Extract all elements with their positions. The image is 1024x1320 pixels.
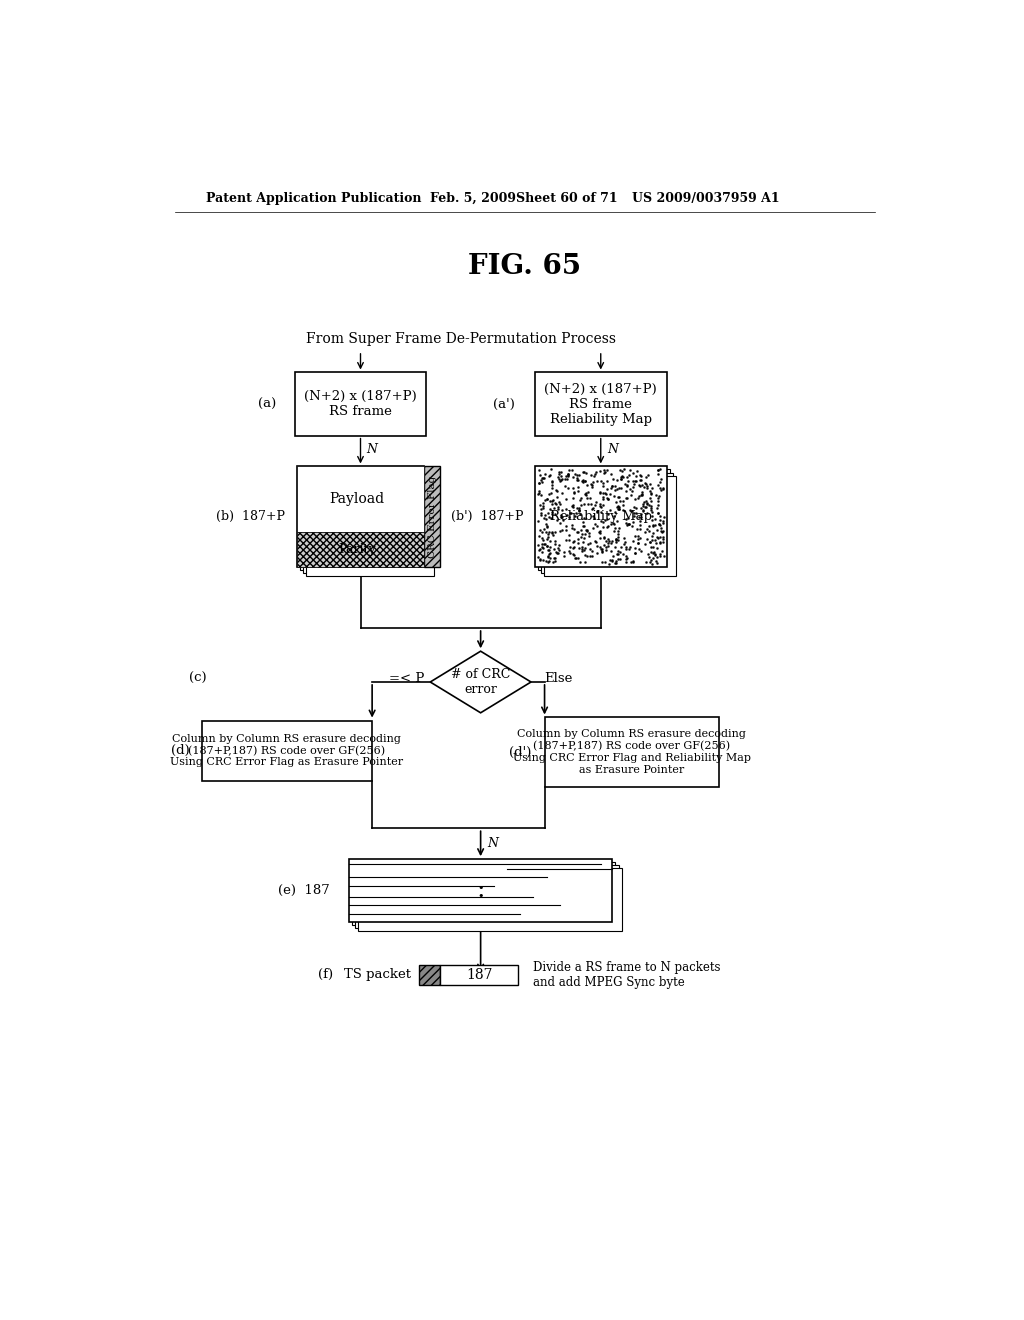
Point: [650, 463, 667, 484]
Point: [538, 508, 554, 529]
Point: [617, 508, 634, 529]
Point: [646, 541, 663, 562]
Point: [650, 459, 667, 480]
Point: [573, 527, 590, 548]
Point: [600, 515, 616, 536]
Point: [626, 474, 642, 495]
Point: [632, 469, 648, 490]
Point: [551, 461, 567, 482]
Point: [552, 520, 568, 541]
Point: [585, 506, 601, 527]
Point: [607, 479, 624, 500]
Point: [620, 470, 636, 491]
Point: [589, 470, 605, 491]
Point: [531, 550, 548, 572]
Point: [589, 543, 605, 564]
Point: [593, 511, 609, 532]
Point: [584, 474, 600, 495]
Text: N: N: [486, 837, 498, 850]
Point: [629, 519, 645, 540]
Point: [639, 492, 655, 513]
Point: [641, 546, 657, 568]
Point: [547, 533, 563, 554]
Point: [607, 528, 624, 549]
Point: [587, 463, 603, 484]
Point: [542, 543, 558, 564]
Point: [565, 488, 582, 510]
Point: [603, 532, 620, 553]
Point: [535, 492, 551, 513]
Point: [649, 487, 666, 508]
Point: [579, 474, 595, 495]
Point: [605, 512, 622, 533]
Point: [575, 512, 592, 533]
Point: [621, 513, 637, 535]
Point: [639, 543, 655, 564]
Point: [558, 499, 574, 520]
Point: [567, 503, 584, 524]
Point: [610, 527, 627, 548]
Point: [616, 474, 633, 495]
Point: [542, 548, 558, 569]
Point: [654, 540, 671, 561]
Point: [559, 469, 575, 490]
Point: [652, 520, 669, 541]
Point: [600, 531, 616, 552]
Point: [638, 466, 654, 487]
Point: [626, 506, 642, 527]
Point: [644, 502, 660, 523]
Polygon shape: [430, 651, 531, 713]
Point: [582, 487, 598, 508]
Point: [608, 550, 625, 572]
Point: [584, 545, 600, 566]
Point: [581, 525, 597, 546]
Point: [630, 532, 646, 553]
Text: (a): (a): [258, 397, 276, 411]
Bar: [295, 372, 426, 436]
Point: [637, 521, 653, 543]
Point: [583, 532, 599, 553]
Point: [595, 475, 611, 496]
Text: (a'): (a'): [493, 397, 515, 411]
Point: [556, 541, 572, 562]
Point: [568, 469, 585, 490]
Point: [644, 529, 660, 550]
Point: [650, 475, 667, 496]
Bar: [300, 470, 428, 570]
Point: [544, 470, 560, 491]
Point: [647, 545, 664, 566]
Point: [587, 495, 603, 516]
Point: [597, 550, 613, 572]
Point: [606, 486, 623, 507]
Bar: [541, 473, 673, 573]
Text: Parity: Parity: [338, 543, 376, 556]
Point: [554, 469, 570, 490]
Point: [570, 470, 587, 491]
Point: [531, 473, 548, 494]
Point: [643, 498, 659, 519]
Point: [642, 552, 658, 573]
Point: [550, 466, 566, 487]
Point: [652, 517, 669, 539]
Point: [652, 458, 669, 479]
Point: [560, 529, 577, 550]
Point: [638, 478, 654, 499]
Point: [618, 548, 635, 569]
Point: [569, 521, 586, 543]
Point: [649, 503, 666, 524]
Point: [537, 463, 553, 484]
Point: [600, 532, 616, 553]
Text: Column by Column RS erasure decoding
(187+P,187) RS code over GF(256)
Using CRC : Column by Column RS erasure decoding (18…: [513, 730, 751, 775]
Point: [585, 471, 601, 492]
Point: [655, 546, 672, 568]
Point: [530, 473, 547, 494]
Point: [593, 496, 609, 517]
Point: [602, 540, 618, 561]
Point: [609, 486, 626, 507]
Bar: [297, 466, 424, 566]
Point: [624, 480, 640, 502]
Point: [634, 496, 650, 517]
Text: (e)  187: (e) 187: [279, 884, 330, 898]
Point: [600, 488, 616, 510]
Point: [604, 550, 621, 572]
